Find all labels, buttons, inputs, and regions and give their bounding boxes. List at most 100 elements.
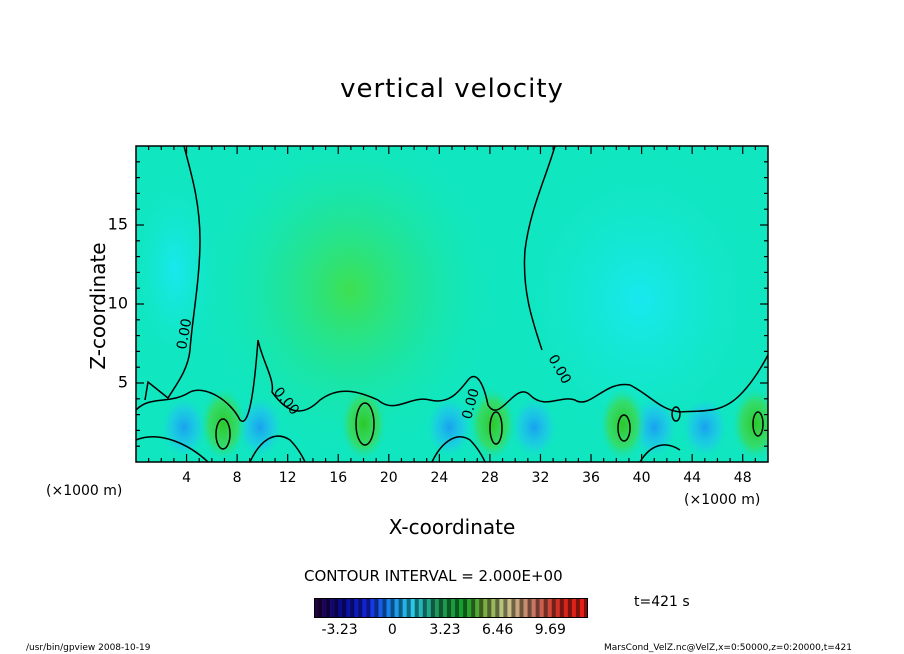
- colorbar-cell: [334, 598, 339, 618]
- broad-updraft-region: [200, 146, 500, 460]
- x-tick-label: 40: [632, 470, 651, 486]
- x-tick-marks: [148, 146, 756, 462]
- colorbar-cell: [543, 598, 549, 618]
- colorbar-cell: [467, 598, 472, 618]
- colorbar-cell: [390, 598, 395, 618]
- updraft-contour: [752, 411, 764, 437]
- colorbar-cell: [475, 598, 480, 618]
- y-tick-label: 15: [107, 214, 128, 234]
- colorbar-cell: [330, 598, 335, 618]
- colorbar-cell: [455, 598, 460, 618]
- heatmap-field: 0.00 0.00 0.00 0.00: [136, 146, 768, 462]
- colorbar-tick-label: -3.23: [321, 622, 358, 638]
- updraft-contour: [489, 411, 503, 445]
- contour-label: 0.00: [459, 387, 483, 421]
- colorbar: [314, 598, 588, 618]
- small-contour: [671, 406, 681, 422]
- chart-title: vertical velocity: [340, 74, 564, 104]
- colorbar-cell: [487, 598, 492, 618]
- colorbar-cell: [442, 598, 448, 618]
- x-tick-label: 32: [531, 470, 550, 486]
- x-unit-label-left: (×1000 m): [46, 483, 123, 499]
- colorbar-cell: [575, 598, 581, 618]
- colorbar-cell: [414, 598, 420, 618]
- colorbar-cell: [342, 598, 347, 618]
- updraft-cell: [731, 386, 768, 462]
- x-unit-label-right: (×1000 m): [684, 492, 761, 508]
- colorbar-frame: [314, 598, 588, 618]
- colorbar-cell: [326, 598, 331, 618]
- colorbar-cell: [382, 598, 387, 618]
- contour-line: [136, 435, 681, 462]
- colorbar-cell: [459, 598, 464, 618]
- colorbar-cell: [523, 598, 528, 618]
- y-tick-label: 5: [117, 372, 128, 392]
- broad-downdraft-region: [510, 150, 768, 450]
- y-tick-marks: [136, 161, 768, 447]
- downdraft-cell: [680, 395, 729, 460]
- x-tick-label: 48: [733, 470, 752, 486]
- downdraft-cell: [425, 395, 474, 460]
- contour-line: [144, 146, 201, 401]
- colorbar-cell: [511, 598, 516, 618]
- updraft-contour: [617, 414, 631, 442]
- x-tick-label: 4: [182, 470, 192, 486]
- colorbar-cell: [398, 598, 403, 618]
- footer-right-text: MarsCond_VelZ.nc@VelZ,x=0:50000,z=0:2000…: [604, 643, 852, 653]
- colorbar-cell: [547, 598, 553, 618]
- x-tick-label: 16: [329, 470, 348, 486]
- colorbar-cell: [507, 598, 512, 618]
- downdraft-cell: [160, 395, 209, 460]
- colorbar-cell: [370, 598, 375, 618]
- colorbar-cell: [426, 598, 432, 618]
- colorbar-cell: [394, 598, 399, 618]
- colorbar-cell: [519, 598, 524, 618]
- colorbar-cell: [322, 598, 327, 618]
- x-tick-label: 12: [278, 470, 297, 486]
- x-tick-label: 44: [683, 470, 702, 486]
- downdraft-cell: [510, 395, 559, 460]
- colorbar-tick-label: 9.69: [534, 622, 566, 638]
- colorbar-cell: [479, 598, 484, 618]
- updraft-cell: [339, 386, 388, 462]
- time-label: t=421 s: [634, 594, 690, 610]
- colorbar-cell: [346, 598, 351, 618]
- x-tick-label: 36: [582, 470, 600, 486]
- contour-label: 0.00: [174, 317, 195, 350]
- colorbar-cell: [555, 598, 561, 618]
- x-tick-label: 24: [430, 470, 449, 486]
- colorbar-cell: [491, 598, 496, 618]
- colorbar-cell: [438, 598, 444, 618]
- updraft-contour: [215, 418, 231, 450]
- colorbar-cell: [430, 598, 436, 618]
- colorbar-cell: [499, 598, 504, 618]
- colorbar-cell: [583, 598, 588, 618]
- colorbar-cell: [358, 598, 363, 618]
- colorbar-cell: [422, 598, 428, 618]
- colorbar-cell: [471, 598, 476, 618]
- updraft-contour: [355, 402, 375, 446]
- colorbar-tick-label: 0: [387, 622, 397, 638]
- contour-line: [523, 146, 556, 351]
- colorbar-cell: [559, 598, 565, 618]
- colorbar-cell: [386, 598, 391, 618]
- colorbar-cell: [527, 598, 532, 618]
- colorbar-cell: [338, 598, 343, 618]
- y-tick-label: 10: [107, 293, 128, 313]
- colorbar-cell: [318, 598, 323, 618]
- x-tick-label: 8: [232, 470, 242, 486]
- colorbar-cell: [451, 598, 456, 618]
- colorbar-cell: [374, 598, 379, 618]
- zero-contours: [136, 146, 768, 462]
- colorbar-cell: [571, 598, 577, 618]
- colorbar-cell: [410, 598, 416, 618]
- colorbar-cell: [406, 598, 412, 618]
- updraft-cell: [199, 386, 248, 462]
- colorbar-cell: [314, 598, 319, 618]
- downdraft-cell: [235, 395, 284, 460]
- updraft-cell: [598, 386, 647, 462]
- colorbar-cell: [446, 598, 452, 618]
- colorbar-cell: [535, 598, 540, 618]
- colorbar-cell: [354, 598, 359, 618]
